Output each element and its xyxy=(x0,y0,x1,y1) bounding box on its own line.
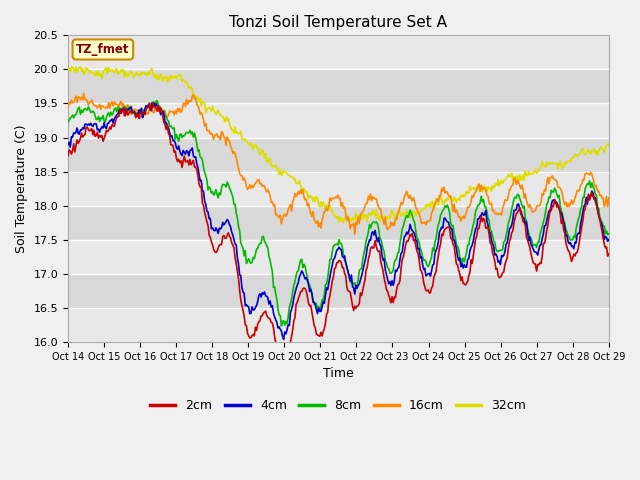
Text: TZ_fmet: TZ_fmet xyxy=(76,43,130,56)
Y-axis label: Soil Temperature (C): Soil Temperature (C) xyxy=(15,124,28,253)
X-axis label: Time: Time xyxy=(323,367,354,380)
Bar xyxy=(68,308,609,342)
Bar xyxy=(68,274,609,308)
Bar xyxy=(68,205,609,240)
Bar xyxy=(68,36,609,70)
Bar xyxy=(68,70,609,104)
Legend: 2cm, 4cm, 8cm, 16cm, 32cm: 2cm, 4cm, 8cm, 16cm, 32cm xyxy=(145,394,531,417)
Title: Tonzi Soil Temperature Set A: Tonzi Soil Temperature Set A xyxy=(229,15,447,30)
Bar xyxy=(68,240,609,274)
Bar xyxy=(68,138,609,171)
Bar xyxy=(68,171,609,205)
Bar xyxy=(68,104,609,138)
